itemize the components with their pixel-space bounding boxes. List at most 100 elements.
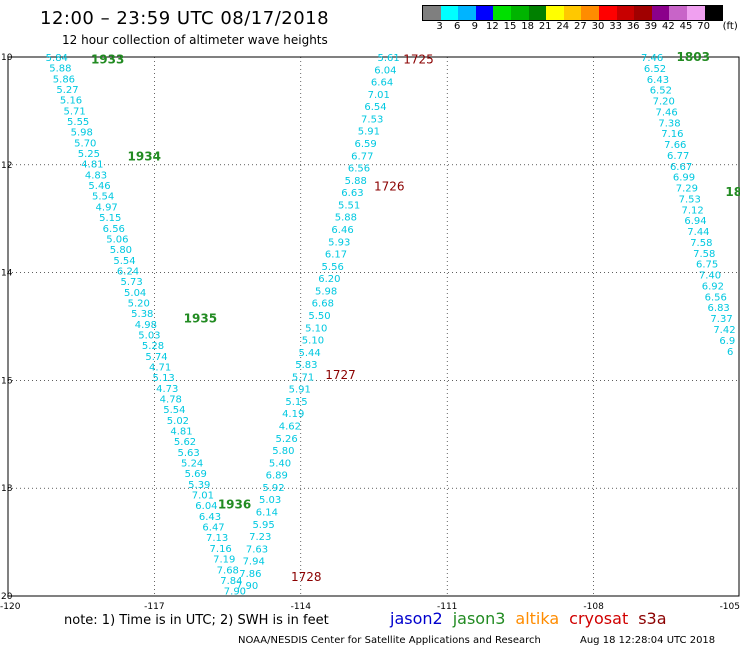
satellite-tracks: 5.845.885.865.275.165.715.555.985.705.25… <box>46 53 736 598</box>
swh-value: 4.83 <box>85 170 107 181</box>
colorbar-tick-label: 27 <box>574 21 587 32</box>
swh-value: 5.70 <box>74 138 96 149</box>
swh-value: 5.74 <box>145 352 167 363</box>
swh-value: 7.12 <box>682 205 704 216</box>
swh-value: 7.58 <box>693 249 715 260</box>
colorbar-swatch <box>616 6 635 20</box>
swh-value: 4.71 <box>149 362 171 373</box>
swh-value: 7.90 <box>224 587 246 598</box>
swh-value: 6.83 <box>708 303 730 314</box>
swh-value: 6.64 <box>371 78 393 89</box>
lon-tick-label: -117 <box>144 602 164 612</box>
swh-value: 5.54 <box>163 405 185 416</box>
swh-value: 6 <box>727 347 733 358</box>
colorbar-unit: (ft) <box>722 21 738 32</box>
swh-value: 7.20 <box>653 97 675 108</box>
swh-value: 7.19 <box>213 555 235 566</box>
swh-value: 5.16 <box>60 96 82 107</box>
colorbar-swatch <box>581 6 599 20</box>
swh-value: 6.52 <box>644 64 666 75</box>
colorbar-swatch <box>440 6 459 20</box>
pass-time-label: 1935 <box>184 311 217 325</box>
swh-value: 5.80 <box>110 245 132 256</box>
legend-item-altika: altika <box>515 609 560 628</box>
swh-value: 6.94 <box>684 216 706 227</box>
colorbar-swatch <box>546 6 564 20</box>
swh-value: 6.14 <box>256 508 278 519</box>
swh-value: 5.06 <box>106 234 128 245</box>
colorbar-labels: 3 6 9 12 15 18 21 24 27 30 33 36 39 42 45 70 (ft) <box>422 21 740 35</box>
swh-value: 7.84 <box>220 576 242 587</box>
swh-value: 5.93 <box>328 237 350 248</box>
track-west-descending: 5.845.885.865.275.165.715.555.985.705.25… <box>46 53 246 598</box>
swh-value: 5.39 <box>188 480 210 491</box>
swh-value: 6.43 <box>199 512 221 523</box>
swh-value: 5.88 <box>49 64 71 75</box>
pass-time-label: 1803 <box>677 50 710 64</box>
pass-time-label: 1936 <box>218 497 251 511</box>
swh-value: 5.92 <box>262 483 284 494</box>
pass-time-label: 1933 <box>91 53 124 67</box>
swh-value: 6.99 <box>673 173 695 184</box>
swh-value: 5.46 <box>88 181 110 192</box>
swh-value: 5.91 <box>358 127 380 138</box>
swh-value: 5.69 <box>185 469 207 480</box>
swh-value: 5.51 <box>338 200 360 211</box>
swh-value: 6.54 <box>364 102 386 113</box>
pass-time-label: 180 <box>725 185 740 199</box>
swh-value: 6.56 <box>348 164 370 175</box>
swh-value: 7.46 <box>641 53 663 64</box>
swh-value: 5.13 <box>153 373 175 384</box>
colorbar-tick-label: 3 <box>436 21 443 32</box>
swh-value: 7.53 <box>679 194 701 205</box>
legend-item-s3a: s3a <box>638 609 667 628</box>
lon-tick-label: -114 <box>291 602 312 612</box>
colorbar-swatch <box>510 6 529 20</box>
map-frame <box>7 56 740 597</box>
swh-value: 5.88 <box>335 213 357 224</box>
swh-value: 6.68 <box>312 299 334 310</box>
swh-value: 7.63 <box>246 544 268 555</box>
colorbar-swatch <box>669 6 687 20</box>
swh-value: 5.26 <box>275 434 297 445</box>
swh-value: 6.43 <box>647 75 669 86</box>
swh-value: 5.71 <box>292 372 314 383</box>
pass-time-labels: 1933 1934 1935 1936 1725 1726 1727 1728 1803 180 <box>91 50 740 584</box>
swh-value: 5.15 <box>99 213 121 224</box>
swh-value: 7.86 <box>239 569 261 580</box>
swh-value: 6.9 <box>719 336 735 347</box>
swh-value: 4.62 <box>279 422 301 433</box>
swh-value: 6.24 <box>117 266 139 277</box>
swh-value: 5.24 <box>181 459 203 470</box>
credit-line: NOAA/NESDIS Center for Satellite Applica… <box>238 635 541 646</box>
swh-value: 5.86 <box>53 74 75 85</box>
swh-value: 6.77 <box>667 151 689 162</box>
swh-value: 5.38 <box>131 309 153 320</box>
colorbar-swatch <box>634 6 652 20</box>
swh-value: 5.15 <box>285 397 307 408</box>
swh-value: 5.03 <box>138 330 160 341</box>
colorbar-tick-label: 24 <box>556 21 570 32</box>
swh-value: 6.46 <box>331 225 353 236</box>
swh-value: 7.68 <box>217 565 239 576</box>
lon-tick-label: -105 <box>720 602 740 612</box>
lat-tick-label: 20 <box>1 592 13 602</box>
swh-value: 4.19 <box>282 409 304 420</box>
swh-value: 5.04 <box>124 288 146 299</box>
swh-value: 6.56 <box>103 224 125 235</box>
colorbar-swatch <box>563 6 582 20</box>
generation-timestamp: Aug 18 12:28:04 UTC 2018 <box>580 635 716 646</box>
colorbar-tick-label: 42 <box>662 21 675 32</box>
legend-item-jason2: jason2 <box>390 609 443 628</box>
swh-value: 6.17 <box>325 250 347 261</box>
legend-item-jason3: jason3 <box>452 609 506 628</box>
colorbar-tick-label: 18 <box>521 21 534 32</box>
swh-value: 5.84 <box>46 53 68 64</box>
swh-value: 5.10 <box>302 336 324 347</box>
pass-time-label: 1934 <box>128 150 161 164</box>
swh-value: 5.62 <box>174 437 196 448</box>
colorbar-swatch <box>528 6 547 20</box>
pass-time-label: 1728 <box>291 570 322 584</box>
swh-value: 7.16 <box>661 129 683 140</box>
